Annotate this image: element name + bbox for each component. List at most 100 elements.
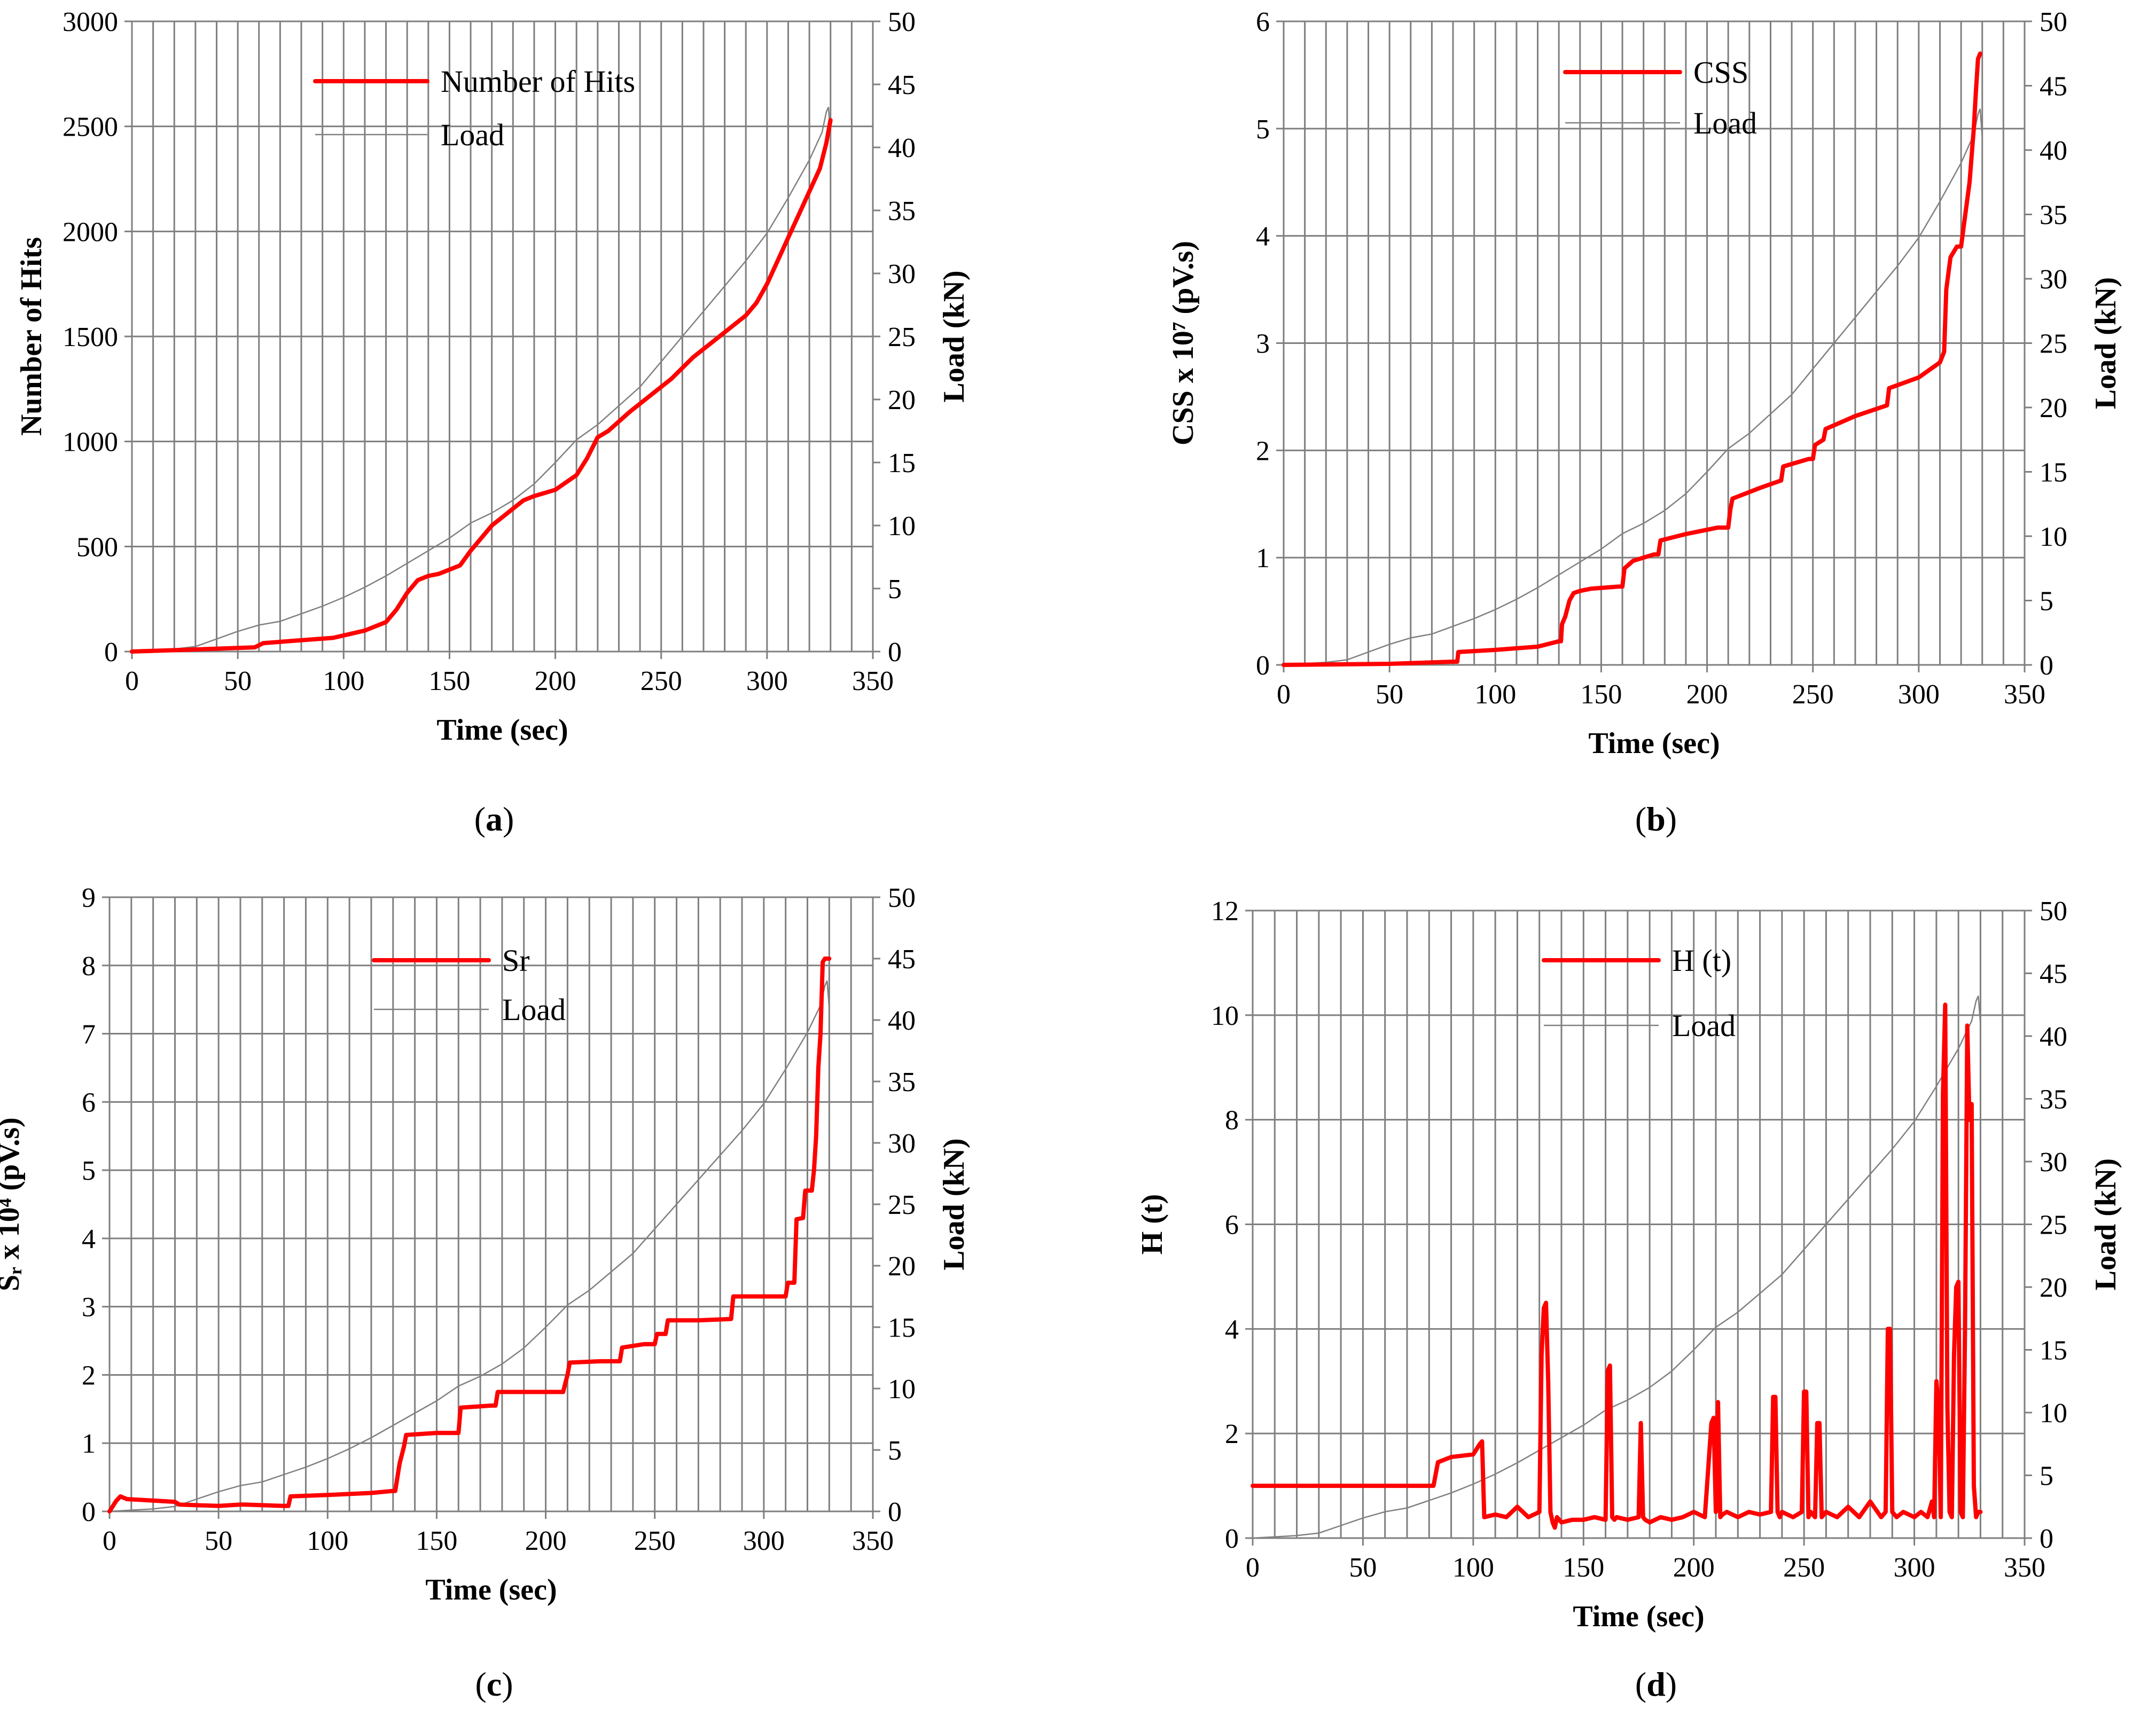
chart-d-y2-tick-label: 35 bbox=[2040, 1085, 2067, 1115]
chart-c-series-primary-line bbox=[107, 956, 832, 1514]
chart-b-y-tick-label: 1 bbox=[1256, 543, 1270, 574]
chart-d-y-axis-title: H (t) bbox=[1136, 1194, 1169, 1255]
chart-b-x-axis-title: Time (sec) bbox=[1588, 727, 1720, 760]
chart-c-y-tick-label: 3 bbox=[82, 1292, 96, 1323]
chart-a-y2-tick-label: 5 bbox=[888, 574, 902, 605]
chart-a: 0 50 100 150 200 250 300 3500500100015002000250… bbox=[15, 7, 971, 838]
chart-c-y2-axis-title: Load (kN) bbox=[938, 1138, 971, 1270]
chart-b-y2-tick-label: 20 bbox=[2040, 393, 2067, 424]
chart-d-y2-axis-title: Load (kN) bbox=[2089, 1158, 2122, 1290]
chart-b-y-tick-label: 6 bbox=[1256, 7, 1270, 37]
chart-d-y-tick-label: 10 bbox=[1211, 1001, 1239, 1031]
chart-d-panel-label: (d) bbox=[1635, 1665, 1677, 1703]
chart-d-x-tick-label: 100 bbox=[1452, 1553, 1494, 1583]
chart-c-y-tick-label: 1 bbox=[82, 1429, 96, 1459]
chart-b-x-tick-label: 250 bbox=[1792, 679, 1834, 710]
chart-a-y2-tick-label: 40 bbox=[888, 133, 916, 163]
chart-d-y-tick-label: 6 bbox=[1225, 1210, 1239, 1241]
chart-d-y2-tick-label: 30 bbox=[2040, 1147, 2067, 1178]
chart-c-x-tick-label: 50 bbox=[205, 1526, 232, 1556]
chart-b-y-tick-label: 2 bbox=[1256, 436, 1270, 466]
chart-c-series-load-line bbox=[109, 980, 830, 1512]
chart-b-series-load-line bbox=[1283, 108, 1983, 666]
chart-d-x-tick-label: 50 bbox=[1349, 1553, 1377, 1583]
chart-a-y2-tick-label: 0 bbox=[888, 637, 902, 668]
chart-d-y2-tick-label: 25 bbox=[2040, 1210, 2067, 1241]
chart-b-y2-tick-label: 5 bbox=[2040, 586, 2053, 617]
chart-b-legend-primary-label: CSS bbox=[1693, 55, 1748, 90]
chart-a-y-tick-label: 500 bbox=[76, 532, 118, 562]
chart-a-y-tick-label: 0 bbox=[104, 637, 118, 668]
chart-d-legend-primary-label: H (t) bbox=[1672, 943, 1731, 978]
chart-a-x-tick-label: 250 bbox=[640, 666, 682, 696]
chart-b-y2-tick-label: 0 bbox=[2040, 650, 2053, 681]
chart-d-y-tick-label: 2 bbox=[1225, 1419, 1239, 1449]
chart-d-y2-tick-label: 10 bbox=[2040, 1398, 2067, 1429]
chart-b-x-tick-label: 300 bbox=[1898, 679, 1940, 710]
chart-d-y-tick-label: 4 bbox=[1225, 1314, 1239, 1345]
chart-b-y2-axis-title: Load (kN) bbox=[2089, 277, 2122, 409]
chart-c-y-tick-label: 6 bbox=[82, 1087, 96, 1118]
chart-a-series-primary-line bbox=[130, 117, 833, 654]
chart-d-y2-tick-label: 40 bbox=[2040, 1022, 2067, 1052]
chart-d-y-tick-label: 12 bbox=[1211, 896, 1239, 927]
chart-d: 0 50 100 150 200 250 300 3500246810120510152025… bbox=[1136, 896, 2122, 1703]
chart-c-y-axis-title: Sᵣ x 10⁴ (pV.s) bbox=[0, 1117, 26, 1291]
chart-c-plot-frame bbox=[108, 896, 874, 1512]
chart-c-panel-label: (c) bbox=[475, 1665, 513, 1703]
chart-b-y2-tick-label: 45 bbox=[2040, 72, 2067, 102]
chart-c-y2-tick-label: 40 bbox=[888, 1006, 916, 1036]
chart-d-x-tick-label: 0 bbox=[1246, 1553, 1260, 1583]
chart-c-x-tick-label: 200 bbox=[525, 1526, 567, 1556]
chart-b-x-tick-label: 100 bbox=[1474, 679, 1516, 710]
chart-d-x-tick-label: 200 bbox=[1673, 1553, 1715, 1583]
chart-d-y2-tick-label: 50 bbox=[2040, 896, 2067, 927]
chart-b-x-tick-label: 150 bbox=[1580, 679, 1622, 710]
chart-a-y2-tick-label: 50 bbox=[888, 7, 916, 37]
chart-a-x-tick-label: 100 bbox=[323, 666, 364, 696]
chart-c-y2-tick-label: 25 bbox=[888, 1190, 916, 1220]
chart-c-y-tick-label: 9 bbox=[82, 883, 96, 913]
chart-b-x-tick-label: 350 bbox=[2004, 679, 2045, 710]
chart-a-x-axis-title: Time (sec) bbox=[436, 714, 568, 747]
chart-c-y2-tick-label: 35 bbox=[888, 1067, 916, 1097]
chart-c: 0 50 100 150 200 250 300 3500123456789051015202… bbox=[0, 883, 971, 1703]
chart-a-panel-label: (a) bbox=[474, 800, 514, 838]
chart-d-y2-tick-label: 20 bbox=[2040, 1273, 2067, 1303]
chart-c-y-tick-label: 8 bbox=[82, 951, 96, 982]
chart-b-y2-tick-label: 25 bbox=[2040, 329, 2067, 359]
chart-a-y-tick-label: 2500 bbox=[63, 112, 118, 143]
chart-b-y-tick-label: 4 bbox=[1256, 222, 1270, 252]
chart-b-y-tick-label: 0 bbox=[1256, 650, 1270, 681]
chart-c-x-tick-label: 0 bbox=[103, 1526, 116, 1556]
chart-d-x-tick-label: 250 bbox=[1783, 1553, 1825, 1583]
chart-b-y2-tick-label: 15 bbox=[2040, 458, 2067, 488]
chart-a-y2-tick-label: 25 bbox=[888, 322, 916, 352]
chart-a-y2-tick-label: 10 bbox=[888, 511, 916, 542]
chart-b-y2-tick-label: 35 bbox=[2040, 200, 2067, 231]
chart-b-legend-load-label: Load bbox=[1693, 106, 1757, 140]
chart-a-legend-primary-label: Number of Hits bbox=[441, 64, 635, 99]
chart-a-y2-tick-label: 45 bbox=[888, 70, 916, 100]
chart-d-legend-load-label: Load bbox=[1672, 1008, 1736, 1043]
chart-c-y2-tick-label: 15 bbox=[888, 1313, 916, 1343]
chart-a-y2-tick-label: 15 bbox=[888, 448, 916, 479]
chart-d-x-axis-title: Time (sec) bbox=[1573, 1600, 1704, 1633]
chart-a-y2-tick-label: 30 bbox=[888, 259, 916, 289]
chart-d-x-tick-label: 300 bbox=[1894, 1553, 1935, 1583]
chart-d-series-load-line bbox=[1252, 995, 1981, 1539]
chart-c-y2-tick-label: 10 bbox=[888, 1374, 916, 1405]
chart-c-y-tick-label: 0 bbox=[82, 1497, 96, 1527]
chart-d-series-primary-line bbox=[1251, 1002, 1983, 1530]
chart-d-y-tick-label: 8 bbox=[1225, 1106, 1239, 1136]
chart-c-y-tick-label: 2 bbox=[82, 1360, 96, 1391]
chart-c-y-tick-label: 7 bbox=[82, 1020, 96, 1050]
chart-b-y-tick-label: 5 bbox=[1256, 114, 1270, 145]
chart-a-x-tick-label: 50 bbox=[224, 666, 252, 696]
chart-c-legend-primary-label: Sr bbox=[502, 943, 530, 978]
chart-a-y-tick-label: 1000 bbox=[63, 427, 118, 458]
chart-b-x-tick-label: 200 bbox=[1686, 679, 1728, 710]
chart-b-y2-tick-label: 40 bbox=[2040, 136, 2067, 166]
chart-b-x-tick-label: 50 bbox=[1376, 679, 1403, 710]
